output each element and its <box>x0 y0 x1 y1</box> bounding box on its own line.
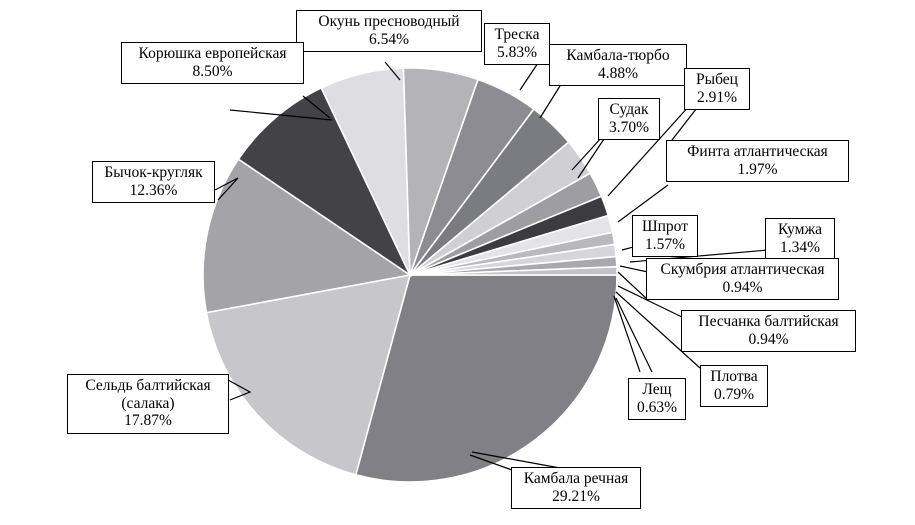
callout-skumbriya-atlanticheskaya: Скумбрия атлантическая 0.94% <box>646 258 839 300</box>
leader-line-kambala-turbo <box>539 85 561 119</box>
pie-slice <box>237 86 412 278</box>
pie-slices-group <box>202 67 618 483</box>
callout-label: Сельдь балтийская <box>85 377 211 394</box>
callout-value: 0.94% <box>748 330 789 348</box>
callout-label: Судак <box>609 101 649 118</box>
callout-value: 0.94% <box>722 278 763 296</box>
leader-line-kambala-rechnaya-a <box>469 454 513 471</box>
callout-value: 12.36% <box>129 181 178 199</box>
callout-label: Лещ <box>642 381 672 398</box>
leader-line-seld <box>227 379 252 401</box>
callout-kambala-tyurbo: Камбала-тюрбо 4.88% <box>549 44 687 86</box>
leader-line-lesh-b <box>615 297 653 373</box>
callout-plotva: Плотва 0.79% <box>700 365 768 407</box>
callout-finta-atlanticheskaya: Финта атлантическая 1.97% <box>666 140 849 182</box>
callout-value: 0.63% <box>636 398 678 416</box>
callout-kambala-rechnaya: Камбала речная 29.21% <box>511 467 641 509</box>
callout-label: Бычок-кругляк <box>104 164 203 181</box>
callout-kumzha: Кумжа 1.34% <box>765 218 835 260</box>
callout-value: 6.54% <box>368 30 410 48</box>
leader-line-finta-a <box>671 103 701 141</box>
callout-peschanka-baltiyskaya: Песчанка балтийская 0.94% <box>681 310 856 352</box>
leader-line-okun <box>384 61 401 81</box>
callout-bychok-kruglyak: Бычок-кругляк 12.36% <box>92 161 215 203</box>
callout-label: Камбала-тюрбо <box>566 47 670 64</box>
callout-label: Окунь пресноводный <box>318 13 460 30</box>
leader-line-plotva <box>615 291 701 369</box>
callout-shprot: Шпрот 1.57% <box>632 215 698 257</box>
callout-treska: Треска 5.83% <box>484 23 550 65</box>
callout-value: 1.34% <box>779 238 821 256</box>
callout-seld-baltiyskaya: Сельдь балтийская (салака) 17.87% <box>67 374 229 434</box>
callout-value: 17.87% <box>124 412 172 429</box>
callout-value: 2.91% <box>696 88 738 106</box>
leader-line-peschanka <box>617 285 685 319</box>
callout-label2: (салака) <box>121 394 175 412</box>
leader-line-skumbriya-b <box>617 271 649 301</box>
callout-value: 0.79% <box>713 385 755 403</box>
callout-value: 8.50% <box>192 62 233 80</box>
pie-slice <box>205 273 412 476</box>
callout-koryushka-evropeyskaya: Корюшка европейская 8.50% <box>121 42 304 84</box>
callout-value: 4.88% <box>597 64 639 82</box>
callout-label: Финта атлантическая <box>687 143 828 160</box>
callout-value: 1.57% <box>644 235 686 253</box>
callout-label: Треска <box>494 26 540 43</box>
leader-line-kambala-rechnaya-b <box>471 451 561 469</box>
leader-line-skumbriya-a <box>619 265 649 273</box>
leader-line-koryushka-a <box>302 95 331 119</box>
callout-value: 29.21% <box>552 487 600 505</box>
callout-value: 5.83% <box>496 43 538 61</box>
callout-label: Скумбрия атлантическая <box>660 261 825 278</box>
callout-label: Корюшка европейская <box>138 45 287 62</box>
leader-line-koryushka-b <box>229 109 333 121</box>
leader-line-treska <box>519 59 541 91</box>
leader-line-sudak-a <box>571 136 603 171</box>
leader-line-finta-b <box>617 184 669 223</box>
callout-lesh: Лещ 0.63% <box>628 378 686 420</box>
pie-slice <box>202 158 413 314</box>
callout-okun-presnovodnyy: Окунь пресноводный 6.54% <box>296 10 482 52</box>
callout-sudak: Судак 3.70% <box>598 98 660 140</box>
leader-line-bychok <box>214 177 239 201</box>
callout-rybec: Рыбец 2.91% <box>684 68 750 110</box>
callout-label: Кумжа <box>777 221 823 238</box>
callout-label: Шпрот <box>641 218 688 235</box>
callout-label: Рыбец <box>696 71 738 88</box>
pie-slice <box>354 274 618 483</box>
leader-line-lesh-a <box>613 295 641 373</box>
pie-slice <box>409 265 618 276</box>
callout-label: Камбала речная <box>523 470 629 487</box>
callout-label: Песчанка балтийская <box>698 313 839 330</box>
leader-line-rybec <box>607 104 691 197</box>
callout-label: Плотва <box>710 368 758 385</box>
callout-value: 1.97% <box>737 160 778 178</box>
callout-value: 3.70% <box>608 118 650 136</box>
leader-line-sudak-b <box>577 138 605 179</box>
